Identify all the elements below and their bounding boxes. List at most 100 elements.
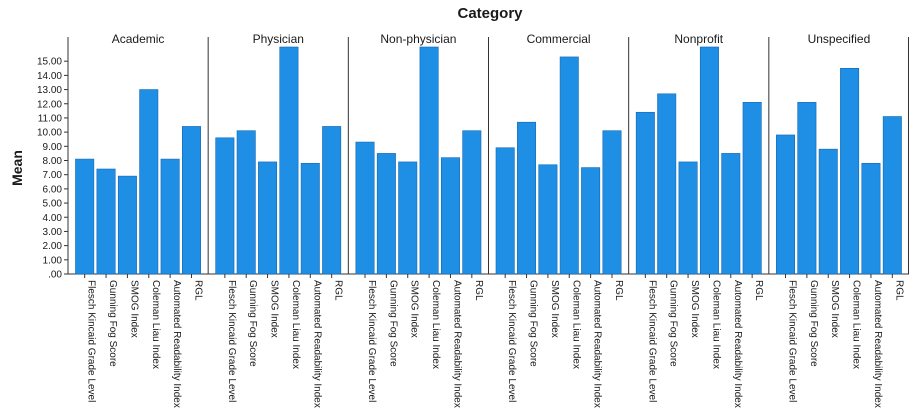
y-tick-label: .00 bbox=[48, 270, 62, 281]
bar bbox=[657, 93, 677, 275]
x-tick-label: Flesch Kincaid Grade Level bbox=[506, 280, 517, 402]
x-tick-label: Flesch Kincaid Grade Level bbox=[646, 280, 657, 402]
bar bbox=[678, 161, 698, 275]
y-tick-label: 3.00 bbox=[43, 227, 63, 238]
panel-title: Non-physician bbox=[380, 32, 456, 46]
panel-title: Commercial bbox=[527, 32, 591, 46]
x-tick-label: Gunning Fog Score bbox=[668, 280, 679, 367]
panel-commercial: Commercial Flesch Kincaid Grade Level Gunn… bbox=[488, 32, 629, 408]
panel-academic: Academic Flesch Kincaid Grade Level Gunnin… bbox=[67, 32, 209, 408]
bar bbox=[495, 147, 515, 275]
x-tick-label: Automated Readability Index bbox=[451, 280, 462, 408]
x-tick-label: Gunning Fog Score bbox=[247, 280, 258, 367]
x-tick-label: SMOG Index bbox=[829, 280, 840, 338]
bar bbox=[279, 46, 299, 275]
bar bbox=[742, 102, 762, 275]
y-tick-label: 6.00 bbox=[43, 184, 63, 195]
x-tick-label: Automated Readability Index bbox=[872, 280, 883, 408]
panel-title: Physician bbox=[253, 32, 304, 46]
x-tick-label: Automated Readability Index bbox=[732, 280, 743, 408]
panels: Academic Flesch Kincaid Grade Level Gunnin… bbox=[67, 32, 909, 408]
x-tick-label: SMOG Index bbox=[689, 280, 700, 338]
y-axis-label: Mean bbox=[9, 150, 25, 186]
bar bbox=[139, 89, 159, 275]
x-tick-label: Automated Readability Index bbox=[171, 280, 182, 408]
x-tick-label: Coleman Liau Index bbox=[570, 280, 581, 369]
bar bbox=[182, 126, 201, 275]
y-tick-label: 14.00 bbox=[37, 71, 62, 82]
bar bbox=[440, 157, 460, 275]
bar bbox=[355, 141, 375, 275]
panel-title: Unspecified bbox=[808, 32, 871, 46]
x-tick-label: RGL bbox=[893, 280, 904, 301]
y-tick-label: 13.00 bbox=[37, 85, 62, 96]
bar bbox=[117, 175, 137, 275]
x-tick-label: Coleman Liau Index bbox=[150, 280, 161, 369]
y-tick-label: 9.00 bbox=[43, 142, 63, 153]
x-tick-label: Coleman Liau Index bbox=[851, 280, 862, 369]
bar bbox=[96, 168, 116, 275]
chart-title: Category bbox=[457, 5, 523, 22]
y-tick-label: 11.00 bbox=[38, 113, 63, 124]
bar bbox=[419, 46, 439, 275]
x-tick-label: Automated Readability Index bbox=[311, 280, 322, 408]
x-tick-label: Coleman Liau Index bbox=[430, 280, 441, 369]
bar bbox=[581, 167, 601, 275]
x-tick-label: Flesch Kincaid Grade Level bbox=[787, 280, 798, 402]
panel-nonprofit: Nonprofit Flesch Kincaid Grade Level Gunni… bbox=[628, 32, 769, 408]
x-tick-label: RGL bbox=[613, 280, 624, 301]
y-tick-label: 8.00 bbox=[43, 156, 63, 167]
y-tick-label: 10.00 bbox=[37, 128, 62, 139]
bar bbox=[699, 46, 719, 275]
x-tick-label: Flesch Kincaid Grade Level bbox=[226, 280, 237, 402]
bar bbox=[602, 130, 622, 275]
x-tick-label: Flesch Kincaid Grade Level bbox=[366, 280, 377, 402]
x-tick-label: Automated Readability Index bbox=[592, 280, 603, 408]
bar bbox=[818, 148, 838, 275]
x-tick-label: SMOG Index bbox=[269, 280, 280, 338]
bar bbox=[462, 130, 482, 275]
y-tick-label: 15.00 bbox=[37, 57, 62, 68]
bar bbox=[635, 111, 655, 275]
bar bbox=[538, 164, 558, 275]
panel-title: Academic bbox=[112, 32, 165, 46]
x-tick-label: Flesch Kincaid Grade Level bbox=[86, 280, 97, 402]
y-tick-label: 4.00 bbox=[43, 213, 63, 224]
panel-physician: Physician Flesch Kincaid Grade Level Gunni… bbox=[207, 32, 349, 408]
bar bbox=[861, 163, 881, 275]
x-tick-label: Coleman Liau Index bbox=[290, 280, 301, 369]
bar bbox=[236, 130, 256, 275]
x-tick-label: Gunning Fog Score bbox=[107, 280, 118, 367]
x-tick-label: Gunning Fog Score bbox=[528, 280, 539, 367]
x-tick-label: Coleman Liau Index bbox=[710, 280, 721, 369]
bar bbox=[840, 67, 860, 275]
x-tick-label: SMOG Index bbox=[549, 280, 560, 338]
y-tick-label: 7.00 bbox=[43, 170, 63, 181]
bar bbox=[721, 153, 741, 275]
panel-title: Nonprofit bbox=[674, 32, 723, 46]
bar bbox=[75, 158, 95, 275]
x-tick-label: SMOG Index bbox=[128, 280, 139, 338]
bar bbox=[517, 121, 537, 275]
panel-unspecified: Unspecified Flesch Kincaid Grade Level Gun… bbox=[768, 32, 909, 408]
bar bbox=[322, 126, 342, 275]
x-tick-label: RGL bbox=[473, 280, 484, 301]
y-tick-label: 2.00 bbox=[43, 241, 63, 252]
bar bbox=[776, 134, 795, 275]
panel-non-physician: Non-physician Flesch Kincaid Grade Level G… bbox=[347, 32, 489, 408]
bar bbox=[376, 153, 396, 275]
bar bbox=[300, 163, 320, 275]
y-axis: .00 1.00 2.00 3.00 4.00 5.00 6.00 7.00 8.00 9.00 1… bbox=[37, 57, 68, 281]
x-tick-label: SMOG Index bbox=[409, 280, 420, 338]
y-tick-label: 1.00 bbox=[43, 255, 63, 266]
y-tick-label: 12.00 bbox=[37, 99, 62, 110]
x-tick-label: RGL bbox=[192, 280, 203, 301]
x-tick-label: Gunning Fog Score bbox=[808, 280, 819, 367]
bar bbox=[215, 137, 235, 275]
bar bbox=[258, 161, 278, 275]
bar bbox=[559, 56, 579, 275]
bar bbox=[160, 158, 180, 275]
y-tick-label: 5.00 bbox=[43, 199, 63, 210]
